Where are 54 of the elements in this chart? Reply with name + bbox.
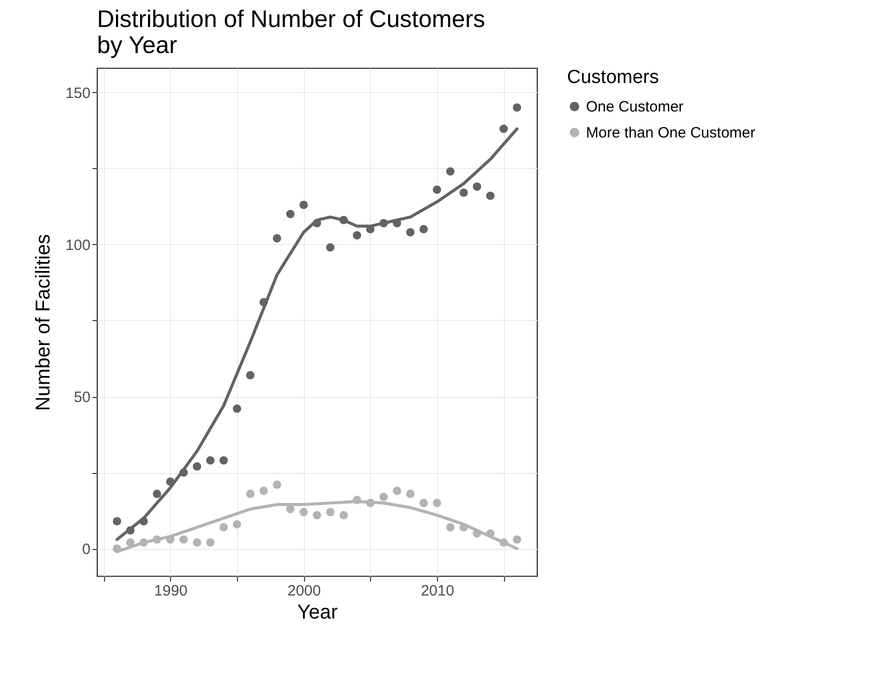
y-tick-label: 0 (82, 541, 90, 558)
y-axis-title: Number of Facilities (32, 234, 54, 411)
y-tick-label: 50 (74, 389, 90, 406)
x-tick-label: 2010 (420, 582, 454, 600)
point (419, 225, 428, 234)
point (259, 486, 268, 495)
point (459, 188, 468, 197)
point (352, 231, 362, 240)
point (219, 456, 228, 465)
point (406, 490, 415, 498)
chart-title: Distribution of Number of Customers by Year (97, 6, 486, 59)
point (232, 404, 242, 413)
point (246, 371, 255, 380)
point (272, 480, 282, 489)
point (432, 186, 442, 194)
point (246, 490, 255, 498)
point (299, 508, 308, 516)
point (152, 490, 162, 498)
legend-label: More than One Customer (586, 124, 756, 142)
y-tick-label: 150 (65, 84, 90, 102)
point (446, 523, 455, 532)
point (272, 234, 282, 243)
point (339, 510, 348, 520)
point (326, 243, 335, 252)
point (312, 510, 322, 520)
x-axis-title: Year (297, 602, 338, 624)
point (512, 535, 522, 544)
x-tick-label: 2000 (287, 582, 321, 600)
y-tick-label: 100 (65, 236, 90, 254)
point (299, 200, 308, 210)
point (219, 523, 228, 532)
x-tick-label: 1990 (154, 582, 188, 600)
point (379, 492, 388, 502)
point (286, 210, 295, 218)
point (192, 538, 202, 547)
point (326, 508, 335, 516)
point (499, 124, 508, 134)
point (419, 498, 428, 508)
point (446, 167, 455, 176)
point (206, 456, 215, 465)
legend-title: Customers (567, 67, 659, 88)
point (432, 498, 442, 508)
point (206, 538, 215, 547)
point (406, 228, 415, 236)
point (472, 182, 482, 191)
point (512, 103, 522, 112)
line-series (116, 127, 518, 541)
point (232, 520, 242, 528)
legend-label: One Customer (586, 98, 684, 116)
point (486, 192, 495, 200)
point (392, 486, 402, 495)
point (192, 462, 202, 471)
point (112, 517, 122, 526)
point (179, 535, 188, 544)
